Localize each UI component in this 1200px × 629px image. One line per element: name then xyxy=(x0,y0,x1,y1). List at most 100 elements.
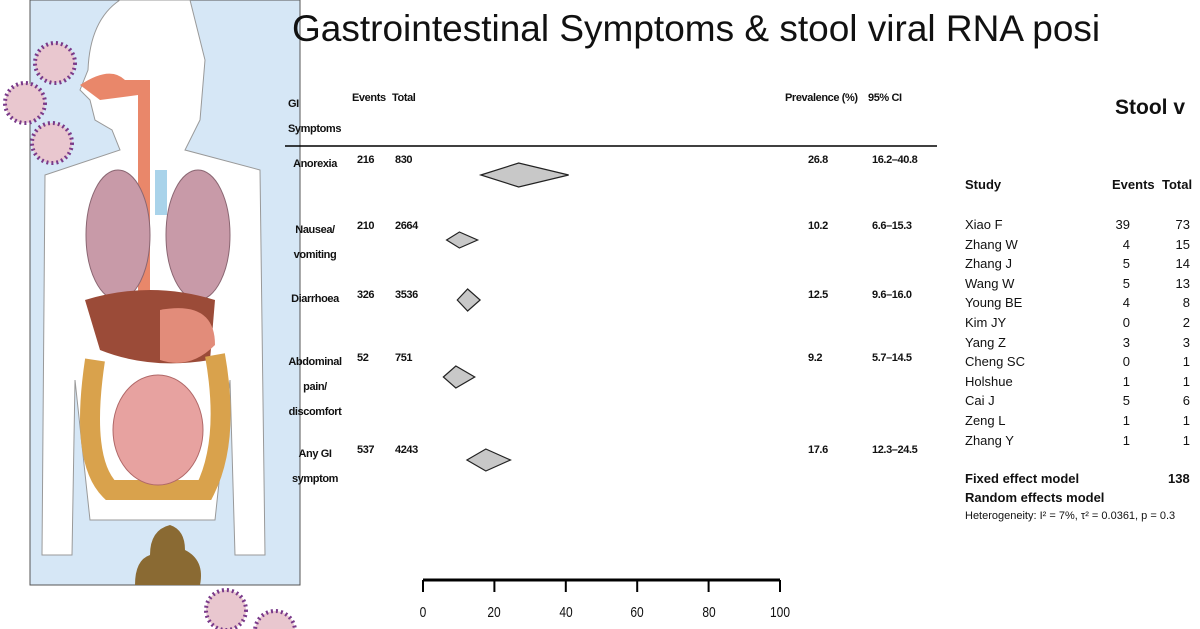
study-total: 13 xyxy=(1175,275,1190,291)
total: 751 xyxy=(395,352,413,364)
prevalence-diamond xyxy=(465,448,512,472)
ci-label: 9.6–16.0 xyxy=(872,289,912,301)
study-name: Zhang W xyxy=(965,236,1018,252)
study-total: 8 xyxy=(1182,295,1190,311)
ci-label: 6.6–15.3 xyxy=(872,220,912,232)
slide-title: Gastrointestinal Symptoms & stool viral … xyxy=(292,8,1101,49)
model-label: Fixed effect model xyxy=(965,471,1080,486)
virus xyxy=(204,588,248,629)
study-events: 0 xyxy=(1122,315,1130,330)
trachea xyxy=(155,170,167,215)
table-header: Total xyxy=(1162,177,1193,192)
colon xyxy=(80,353,231,500)
events: 216 xyxy=(357,154,375,166)
study-total: 1 xyxy=(1182,432,1190,448)
study-name: Zhang J xyxy=(965,256,1012,272)
study-events: 5 xyxy=(1122,275,1130,291)
ci-label: 12.3–24.5 xyxy=(872,444,918,456)
virus xyxy=(3,81,47,125)
virus xyxy=(253,609,297,629)
study-total: 1 xyxy=(1182,373,1190,389)
study-events: 1 xyxy=(1122,373,1130,389)
prevalence-diamond xyxy=(445,231,480,249)
symptom-label: Any GI symptom xyxy=(291,448,339,485)
study-name: Zeng L xyxy=(965,413,1006,428)
study-name: Wang W xyxy=(965,275,1015,291)
ci-label: 5.7–14.5 xyxy=(872,352,912,364)
lung xyxy=(165,169,231,301)
study-total: 2 xyxy=(1182,315,1190,330)
prevalence: 26.8 xyxy=(808,154,828,166)
events: 326 xyxy=(357,289,375,301)
small-intestine xyxy=(112,374,204,486)
prevalence: 10.2 xyxy=(808,220,828,232)
events: 52 xyxy=(357,352,369,364)
study-events: 5 xyxy=(1122,256,1130,272)
prevalence: 9.2 xyxy=(808,352,823,364)
model-total: 138 xyxy=(1168,471,1190,486)
study-name: Zhang Y xyxy=(965,432,1014,448)
prevalence-diamond xyxy=(456,288,482,312)
study-total: 73 xyxy=(1175,217,1190,232)
study-name: Young BE xyxy=(965,295,1023,311)
prevalence-diamond xyxy=(478,162,569,188)
airway xyxy=(80,73,150,300)
virus xyxy=(33,41,77,85)
x-tick-label: 40 xyxy=(559,604,573,621)
stomach xyxy=(160,308,215,363)
study-events: 4 xyxy=(1122,295,1130,311)
virus xyxy=(30,121,74,165)
total: 4243 xyxy=(395,444,418,456)
symptom-label: Nausea/ vomiting xyxy=(293,224,337,261)
study-name: Yang Z xyxy=(965,334,1006,350)
study-events: 39 xyxy=(1115,217,1130,232)
study-events: 5 xyxy=(1122,393,1130,409)
prevalence: 12.5 xyxy=(808,289,828,301)
study-name: Kim JY xyxy=(965,315,1007,330)
column-header: Events xyxy=(352,92,386,104)
symptom-label: Abdominal pain/ discomfort xyxy=(288,356,342,418)
study-total: 1 xyxy=(1182,413,1190,428)
study-name: Cheng SC xyxy=(965,354,1025,370)
total: 3536 xyxy=(395,289,418,301)
x-tick-label: 60 xyxy=(630,604,644,621)
x-tick-label: 0 xyxy=(419,604,427,621)
stool xyxy=(135,525,201,585)
ci-label: 16.2–40.8 xyxy=(872,154,918,166)
total: 830 xyxy=(395,154,413,166)
x-tick-label: 20 xyxy=(487,604,502,621)
prevalence-diamond xyxy=(442,365,476,389)
study-events: 4 xyxy=(1122,236,1130,252)
table-title: Stool v xyxy=(1115,96,1186,119)
study-events: 1 xyxy=(1122,432,1130,448)
study-events: 3 xyxy=(1122,334,1130,350)
events: 210 xyxy=(357,220,375,232)
column-header: Prevalence (%) xyxy=(785,92,858,104)
x-tick-label: 100 xyxy=(769,604,791,621)
study-total: 1 xyxy=(1182,354,1190,370)
symptom-label: Diarrhoea xyxy=(291,293,339,305)
column-header: 95% CI xyxy=(868,92,902,104)
symptom-label: Anorexia xyxy=(293,158,337,170)
column-header: Total xyxy=(392,92,416,104)
study-total: 14 xyxy=(1175,256,1190,272)
study-name: Cai J xyxy=(965,393,995,409)
heterogeneity: Heterogeneity: I² = 7%, τ² = 0.0361, p =… xyxy=(965,510,1176,522)
prevalence: 17.6 xyxy=(808,444,828,456)
model-label: Random effects model xyxy=(965,490,1105,505)
column-header: GI Symptoms xyxy=(288,98,342,135)
study-events: 1 xyxy=(1122,413,1130,428)
study-events: 0 xyxy=(1122,354,1130,370)
study-total: 15 xyxy=(1175,236,1190,252)
lung xyxy=(85,169,151,301)
study-name: Xiao F xyxy=(965,217,1003,232)
x-tick-label: 80 xyxy=(701,604,716,621)
events: 537 xyxy=(357,444,375,456)
study-total: 3 xyxy=(1182,334,1190,350)
study-name: Holshue xyxy=(965,373,1013,389)
total: 2664 xyxy=(395,220,418,232)
study-total: 6 xyxy=(1182,393,1190,409)
table-header: Study xyxy=(965,177,1002,192)
